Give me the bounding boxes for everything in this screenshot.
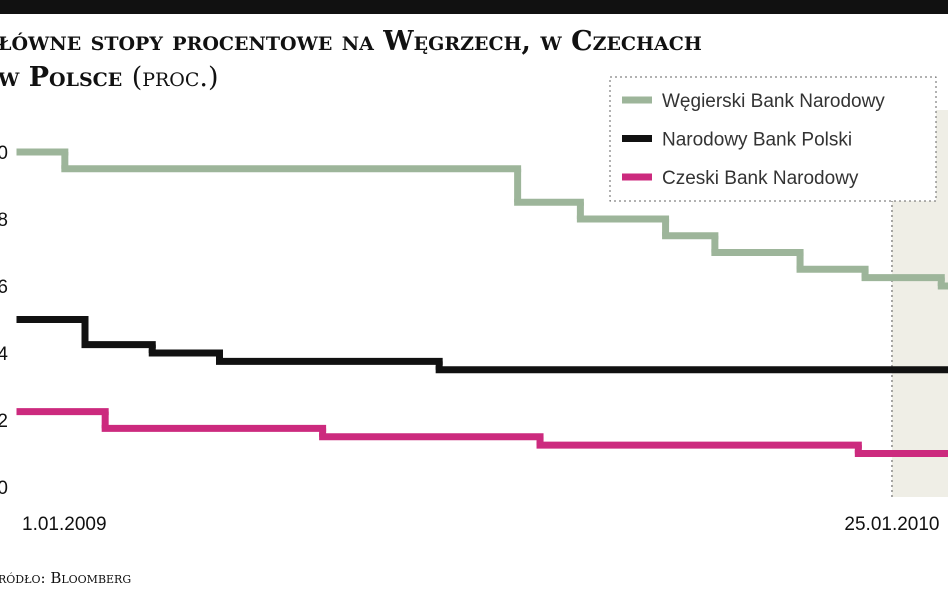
series bbox=[16, 408, 948, 457]
y-tick-label: 6 bbox=[0, 277, 8, 298]
series bbox=[16, 148, 948, 290]
legend-label: Narodowy Bank Polski bbox=[662, 130, 852, 151]
y-tick-label: 0 bbox=[0, 478, 8, 499]
y-tick-label: 4 bbox=[0, 344, 8, 365]
legend-label: Czeski Bank Narodowy bbox=[662, 168, 859, 189]
title-line2: w Polsce bbox=[0, 62, 122, 93]
chart-title-line2: w Polsce (proc.) bbox=[0, 62, 219, 93]
y-tick-label: 2 bbox=[0, 411, 8, 432]
legend-label: Węgierski Bank Narodowy bbox=[662, 91, 885, 112]
chart-title: łówne stopy procentowe na Węgrzech, w Cz… bbox=[0, 26, 702, 57]
source: ródło: Bloomberg bbox=[0, 569, 131, 587]
y-tick-label: 8 bbox=[0, 210, 8, 231]
x-tick-label: 25.01.2010 bbox=[844, 514, 939, 535]
legend-box bbox=[609, 76, 937, 202]
x-tick-label: 1.01.2009 bbox=[22, 514, 107, 535]
series bbox=[16, 316, 948, 374]
plot bbox=[16, 110, 948, 497]
y-tick-label: 10 bbox=[0, 143, 8, 164]
top-bar bbox=[0, 0, 948, 14]
unit: (proc.) bbox=[132, 62, 219, 93]
